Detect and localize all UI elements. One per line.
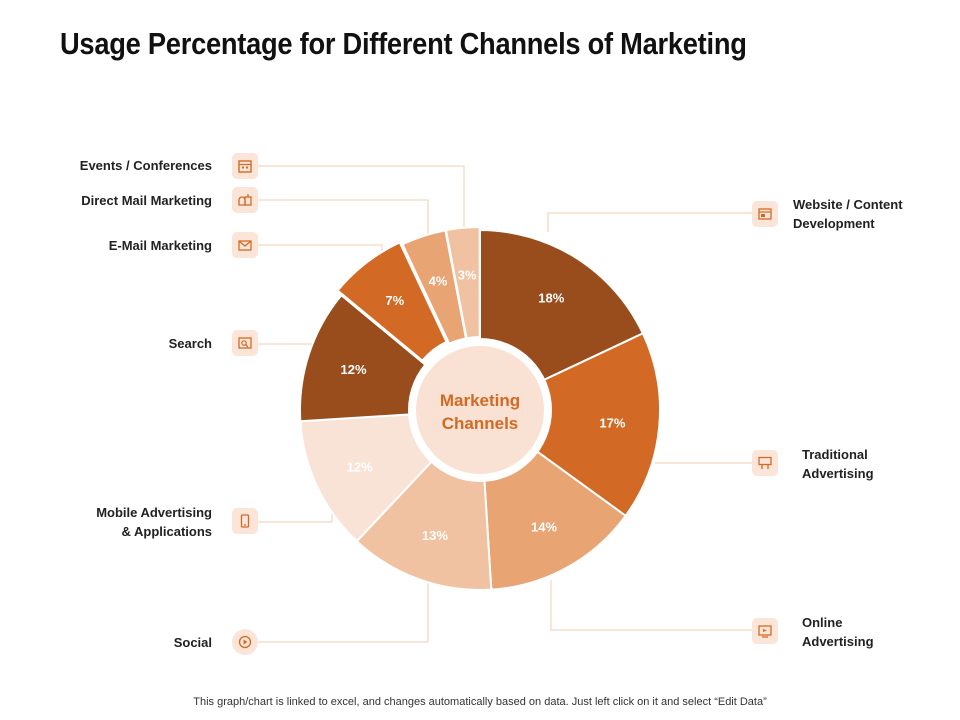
connector-line: [547, 212, 752, 232]
mobile-icon: [232, 508, 258, 534]
label-email-marketing: E-Mail Marketing: [108, 238, 212, 253]
connector-line: [258, 580, 429, 643]
connector-line: [258, 165, 465, 232]
label-events-conferences: Events / Conferences: [79, 158, 212, 173]
label-website-content: Website / Content Development: [793, 197, 903, 231]
label-online-advertising: Online Advertising: [802, 615, 874, 649]
center-circle: [416, 346, 544, 474]
slice-percentage-label: 13%: [422, 528, 448, 543]
slice-percentage-label: 12%: [340, 362, 366, 377]
label-search: Search: [168, 336, 212, 351]
slice-percentage-label: 17%: [599, 416, 625, 431]
slice-percentage-label: 3%: [458, 268, 477, 283]
label-direct-mail-marketing: Direct Mail Marketing: [81, 193, 212, 208]
online-ad-icon: [752, 618, 778, 644]
slice-percentage-label: 14%: [531, 520, 557, 535]
mailbox-icon: [232, 187, 258, 213]
website-icon: [752, 201, 778, 227]
slice-percentage-label: 18%: [538, 291, 564, 306]
connector-line: [258, 199, 429, 240]
footer-note: This graph/chart is linked to excel, and…: [193, 696, 767, 708]
pie-slice: [336, 241, 448, 363]
page-title: Usage Percentage for Different Channels …: [60, 26, 747, 61]
billboard-icon: [752, 450, 778, 476]
label-traditional-advertising: Traditional Advertising: [802, 447, 874, 481]
label-mobile-advertising: Mobile Advertising & Applications: [96, 505, 212, 539]
search-icon: [232, 330, 258, 356]
slice-percentage-label: 4%: [429, 274, 448, 289]
slice-percentage-label: 12%: [347, 460, 373, 475]
center-label: Marketing: [440, 391, 520, 410]
pie-slice: [444, 226, 481, 340]
calendar-icon: [232, 153, 258, 179]
social-icon: [232, 629, 258, 655]
slice-percentage-label: 7%: [385, 293, 404, 308]
email-icon: [232, 232, 258, 258]
connector-line: [550, 580, 752, 631]
label-social: Social: [173, 635, 212, 650]
center-label: Channels: [442, 414, 519, 433]
